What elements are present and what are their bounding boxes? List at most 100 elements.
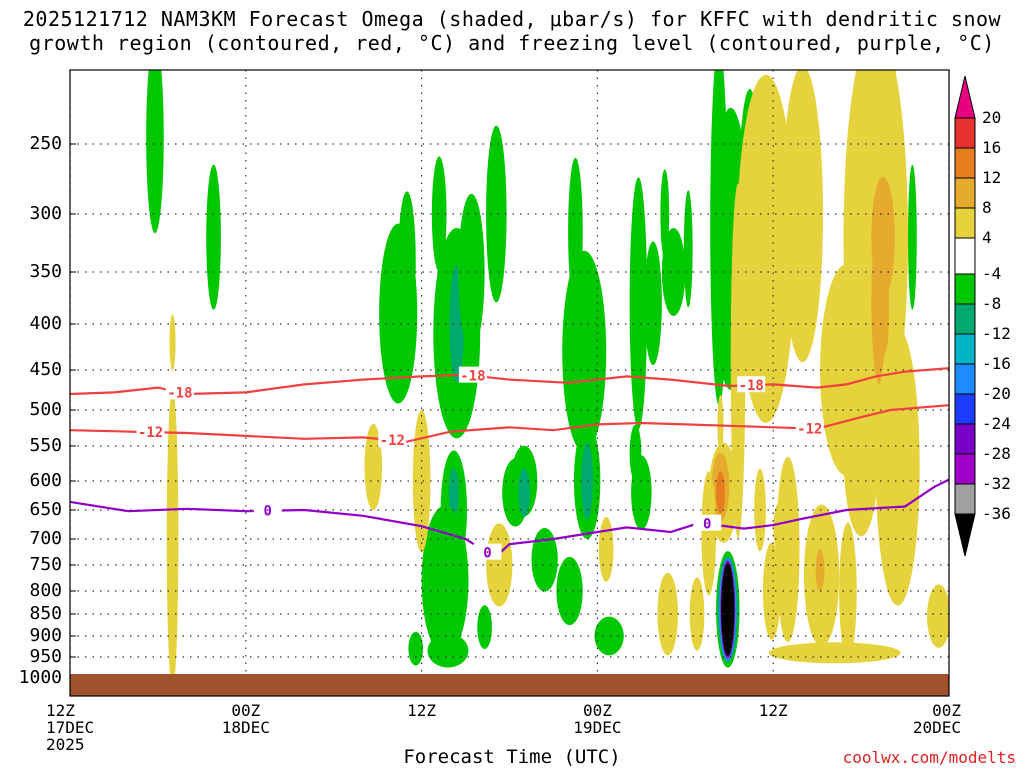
omega-cell-40 bbox=[736, 74, 796, 423]
x-tick-label: 00Z 19DEC bbox=[573, 701, 622, 737]
omega-cell-4 bbox=[398, 191, 416, 330]
omega-cell-8 bbox=[486, 125, 507, 303]
omega-cell-19 bbox=[556, 556, 583, 626]
omega-cell-41 bbox=[781, 70, 824, 363]
colorbar bbox=[954, 75, 976, 557]
omega-cell-54 bbox=[768, 642, 901, 664]
colorbar-tick-label: -32 bbox=[982, 474, 1011, 493]
y-tick-label: 950 bbox=[29, 646, 62, 667]
omega-cell-23 bbox=[581, 442, 594, 520]
contour-label-bg-0-0 bbox=[165, 383, 194, 400]
omega-cell-39 bbox=[907, 164, 917, 310]
omega-cell-53 bbox=[839, 522, 857, 660]
colorbar-swatch-5 bbox=[954, 237, 976, 275]
omega-cell-71 bbox=[169, 314, 176, 371]
colorbar-swatch-1 bbox=[954, 117, 976, 149]
contour-label-bg-2-0 bbox=[253, 501, 282, 518]
omega-cell-13 bbox=[408, 631, 424, 666]
y-tick-label: 700 bbox=[29, 528, 62, 549]
omega-cell-28 bbox=[644, 241, 662, 365]
contour-label-1-2: -12 bbox=[797, 421, 822, 437]
colorbar-swatch-7 bbox=[954, 303, 976, 335]
omega-cell-59 bbox=[657, 572, 678, 656]
ground bbox=[70, 674, 949, 696]
contour-label-1-0: -12 bbox=[138, 425, 163, 441]
contour-label-bg-2-1 bbox=[473, 543, 502, 560]
x-tick-label: 12Z bbox=[758, 701, 788, 720]
omega-cell-2 bbox=[431, 156, 447, 272]
colorbar-tick-label: 20 bbox=[982, 108, 1002, 127]
y-tick-label: 650 bbox=[29, 499, 62, 520]
x-tick-label: 12Z 17DEC 2025 bbox=[46, 701, 95, 754]
x-tick-label: 00Z 20DEC bbox=[912, 701, 961, 737]
colorbar-swatch-4 bbox=[954, 207, 976, 239]
omega-cell-7 bbox=[458, 193, 485, 351]
omega-cell-76 bbox=[721, 562, 735, 656]
colorbar-bottom-arrow bbox=[954, 513, 976, 557]
omega-cell-55 bbox=[730, 183, 746, 539]
y-tick-label: 550 bbox=[29, 435, 62, 456]
contour-label-0-1: -18 bbox=[460, 369, 485, 385]
colorbar-tick-label: -16 bbox=[982, 354, 1011, 373]
contour-label-2-0: 0 bbox=[264, 504, 272, 520]
colorbar-tick-label: -24 bbox=[982, 414, 1011, 433]
contour-label-0-2: -18 bbox=[739, 378, 764, 394]
y-tick-label: 500 bbox=[29, 399, 62, 420]
contours: -18 -18 -18 -12 -12 -12 0 0 0 bbox=[70, 366, 949, 562]
omega-cell-69 bbox=[927, 584, 949, 648]
x-tick-label: 12Z bbox=[407, 701, 437, 720]
contour-label-bg-0-2 bbox=[737, 376, 766, 393]
contour-label-bg-2-2 bbox=[693, 514, 722, 531]
omega-cell-31 bbox=[683, 190, 693, 308]
colorbar-tick-label: -8 bbox=[982, 294, 1002, 313]
colorbar-swatch-2 bbox=[954, 147, 976, 179]
colorbar-swatch-6 bbox=[954, 273, 976, 305]
omega-cell-30 bbox=[661, 228, 686, 316]
colorbar-tick-label: 4 bbox=[982, 228, 992, 247]
contour-label-1-1: -12 bbox=[380, 433, 405, 449]
contour-label-bg-0-1 bbox=[458, 366, 487, 383]
contour-label-2-2: 0 bbox=[703, 517, 711, 533]
y-tick-label: 350 bbox=[29, 261, 62, 282]
x-tick-label: 00Z 18DEC bbox=[221, 701, 270, 737]
omega-cell-66 bbox=[412, 409, 431, 553]
omega-cell-62 bbox=[717, 394, 724, 454]
contour-0 bbox=[70, 367, 949, 396]
contour-label-2-1: 0 bbox=[483, 546, 491, 562]
y-tick-label: 900 bbox=[29, 625, 62, 646]
colorbar-tick-label: -4 bbox=[982, 264, 1002, 283]
contour-label-bg-1-2 bbox=[795, 419, 824, 436]
omega-cell-48 bbox=[875, 328, 920, 606]
colorbar-swatch-13 bbox=[954, 483, 976, 515]
y-tick-label: 600 bbox=[29, 470, 62, 491]
colorbar-tick-label: 12 bbox=[982, 168, 1002, 187]
omega-cell-24 bbox=[594, 616, 624, 656]
colorbar-swatch-12 bbox=[954, 453, 976, 485]
y-tick-label: 850 bbox=[29, 603, 62, 624]
colorbar-swatch-10 bbox=[954, 393, 976, 425]
colorbar-swatch-3 bbox=[954, 177, 976, 209]
chart-title-line2: growth region (contoured, red, °C) and f… bbox=[29, 31, 995, 55]
plot-frame bbox=[69, 69, 950, 697]
colorbar-tick-label: -12 bbox=[982, 324, 1011, 343]
omega-cell-0 bbox=[146, 70, 164, 234]
credit-text: coolwx.com/modelts bbox=[842, 748, 1016, 767]
omega-cell-12 bbox=[421, 505, 469, 656]
omega-cell-14 bbox=[427, 633, 469, 668]
colorbar-tick-label: -36 bbox=[982, 504, 1011, 523]
colorbar-swatch-9 bbox=[954, 363, 976, 395]
omega-cell-68 bbox=[598, 517, 614, 582]
omega-cell-64 bbox=[762, 542, 781, 640]
colorbar-swatch-11 bbox=[954, 423, 976, 455]
omega-cell-61 bbox=[689, 577, 705, 651]
omega-cell-27 bbox=[629, 424, 642, 482]
x-axis-title: Forecast Time (UTC) bbox=[403, 746, 621, 768]
omega-cell-1 bbox=[206, 164, 221, 310]
omega-cell-25 bbox=[629, 177, 648, 430]
y-tick-label: 300 bbox=[29, 203, 62, 224]
grid bbox=[69, 70, 950, 696]
y-tick-label: 250 bbox=[29, 133, 62, 154]
colorbar-tick-label: -20 bbox=[982, 384, 1011, 403]
omega-cell-47 bbox=[871, 221, 889, 386]
contour-label-bg-1-0 bbox=[136, 423, 165, 440]
